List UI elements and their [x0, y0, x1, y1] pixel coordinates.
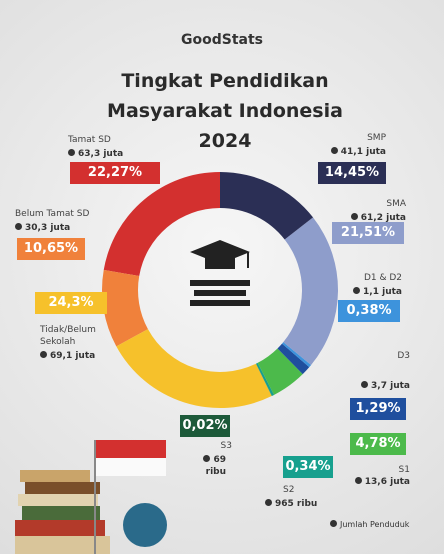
donut-segment	[256, 362, 275, 396]
donut-segment	[102, 269, 148, 347]
category-label: S2	[283, 485, 295, 495]
count-label: 63,3 juta	[68, 148, 168, 160]
count-label: 61,2 juta	[330, 212, 406, 224]
value-label: 0,38%	[338, 300, 400, 322]
books-illustration	[15, 440, 167, 554]
category-label: SMA	[386, 199, 406, 209]
donut-segment	[277, 343, 310, 375]
category-label: SMP	[367, 133, 386, 143]
value-label: 0,34%	[283, 456, 333, 478]
category-label: S3	[220, 441, 232, 451]
value-label: 24,3%	[35, 292, 107, 314]
donut-segment	[220, 172, 314, 240]
category-label: D3	[397, 351, 410, 361]
value-label: 14,45%	[318, 162, 386, 184]
value-label: 1,29%	[350, 398, 406, 420]
value-label: 22,27%	[70, 162, 160, 184]
donut-segment	[283, 217, 338, 366]
count-label: 41,1 juta	[300, 146, 386, 158]
category-label: Belum Tamat SD	[15, 209, 90, 219]
count-label: 3,7 juta	[330, 380, 410, 392]
legend-icon	[330, 520, 340, 529]
category-label: Tidak/Belum Sekolah	[40, 325, 96, 347]
count-label: 69,1 juta	[40, 350, 110, 362]
donut-segment	[116, 329, 272, 409]
category-label: Tamat SD	[68, 135, 111, 145]
value-label: 0,02%	[180, 415, 230, 437]
count-label: 965 ribu	[265, 498, 325, 510]
legend-label: Jumlah Penduduk	[340, 520, 410, 529]
category-label: S1	[398, 465, 410, 475]
count-label: 13,6 juta	[330, 476, 410, 488]
donut-segment	[255, 363, 272, 397]
donut-segment	[103, 172, 220, 277]
value-label: 4,78%	[350, 433, 406, 455]
donut-segment	[282, 342, 312, 368]
count-label: 30,3 juta	[15, 222, 115, 234]
chart-title: Tingkat Pendidikan Masyarakat Indonesia …	[107, 70, 343, 152]
center-icon	[190, 240, 250, 306]
count-label: 1,1 juta	[330, 286, 402, 298]
value-label: 21,51%	[332, 222, 404, 244]
category-label: D1 & D2	[363, 273, 402, 283]
brand-logo: GoodStats	[181, 32, 263, 48]
count-label: 69 ribu	[194, 454, 226, 478]
legend: Jumlah Penduduk	[330, 520, 409, 529]
donut-segment	[257, 348, 303, 395]
value-label: 10,65%	[17, 238, 85, 260]
